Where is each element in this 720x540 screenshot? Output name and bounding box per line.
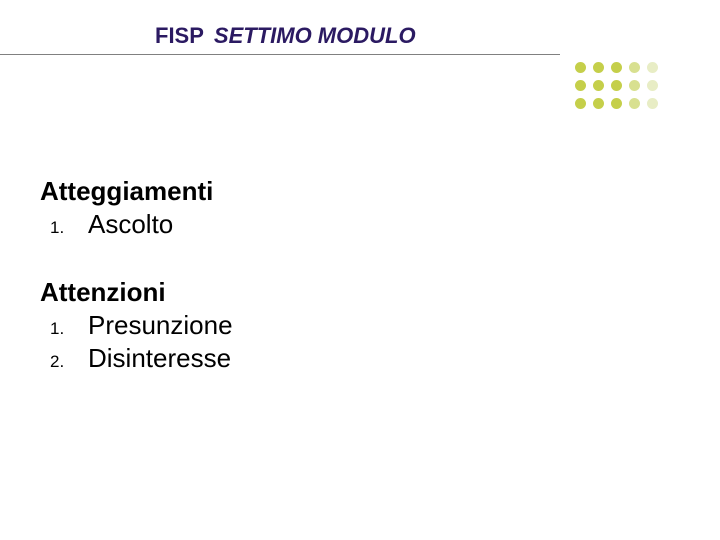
content-area: Atteggiamenti 1. Ascolto Attenzioni 1. P… xyxy=(40,175,233,375)
dot-grid-icon xyxy=(575,62,661,112)
dot-icon xyxy=(647,98,658,109)
dot-icon xyxy=(629,98,640,109)
list-number: 1. xyxy=(40,217,88,239)
title-underline xyxy=(0,54,560,55)
dot-icon xyxy=(593,98,604,109)
title-part1: FISP xyxy=(155,24,204,48)
list-item: 2. Disinteresse xyxy=(40,342,233,375)
list-item: 1. Presunzione xyxy=(40,309,233,342)
dot-icon xyxy=(575,80,586,91)
dot-icon xyxy=(575,62,586,73)
dot-icon xyxy=(611,80,622,91)
list: 1. Ascolto xyxy=(40,208,233,241)
list-label: Presunzione xyxy=(88,309,233,342)
slide: FISP SETTIMO MODULO Atteggiamenti 1. Asc… xyxy=(0,0,720,540)
dot-icon xyxy=(629,80,640,91)
dot-icon xyxy=(629,62,640,73)
dot-icon xyxy=(647,80,658,91)
slide-title: FISP SETTIMO MODULO xyxy=(155,24,416,48)
dot-icon xyxy=(593,80,604,91)
dot-icon xyxy=(647,62,658,73)
section-heading: Atteggiamenti xyxy=(40,175,233,208)
list: 1. Presunzione 2. Disinteresse xyxy=(40,309,233,376)
section-gap xyxy=(40,242,233,276)
list-number: 2. xyxy=(40,351,88,373)
dot-icon xyxy=(611,98,622,109)
title-part2: SETTIMO MODULO xyxy=(214,24,416,48)
section-heading: Attenzioni xyxy=(40,276,233,309)
list-item: 1. Ascolto xyxy=(40,208,233,241)
list-label: Ascolto xyxy=(88,208,173,241)
title-row: FISP SETTIMO MODULO xyxy=(0,24,720,48)
list-number: 1. xyxy=(40,318,88,340)
list-label: Disinteresse xyxy=(88,342,231,375)
dot-icon xyxy=(593,62,604,73)
dot-icon xyxy=(575,98,586,109)
dot-icon xyxy=(611,62,622,73)
